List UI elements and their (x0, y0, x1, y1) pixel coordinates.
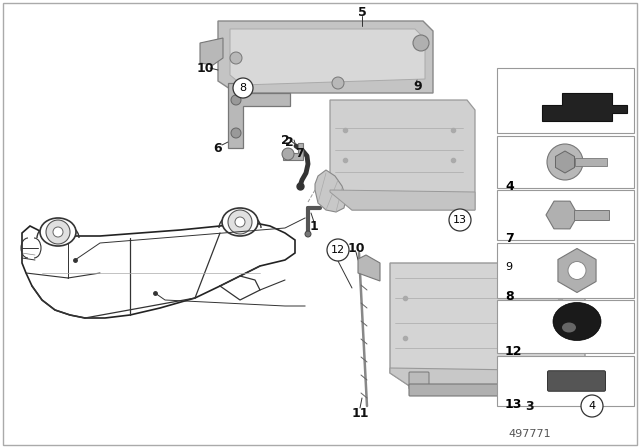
FancyBboxPatch shape (529, 372, 549, 389)
Polygon shape (315, 170, 346, 212)
FancyBboxPatch shape (3, 3, 637, 445)
Polygon shape (358, 255, 380, 281)
Circle shape (46, 220, 70, 244)
FancyBboxPatch shape (547, 371, 605, 391)
Text: 5: 5 (358, 5, 366, 18)
Text: 3: 3 (525, 400, 534, 413)
Text: 10: 10 (348, 241, 365, 254)
Text: 9: 9 (505, 262, 512, 271)
Text: 2: 2 (285, 135, 293, 148)
Polygon shape (283, 143, 303, 160)
FancyBboxPatch shape (497, 356, 634, 406)
Ellipse shape (553, 302, 601, 340)
Text: 11: 11 (351, 406, 369, 419)
Circle shape (547, 144, 583, 180)
Circle shape (235, 217, 245, 227)
Ellipse shape (222, 208, 258, 236)
FancyBboxPatch shape (497, 243, 634, 298)
Circle shape (233, 78, 253, 98)
Text: 497771: 497771 (509, 429, 551, 439)
Circle shape (230, 52, 242, 64)
Circle shape (568, 262, 586, 280)
Bar (575, 158, 607, 166)
Circle shape (282, 148, 294, 160)
Polygon shape (230, 29, 425, 85)
Polygon shape (390, 368, 585, 393)
Polygon shape (390, 263, 585, 393)
Polygon shape (22, 223, 295, 318)
FancyBboxPatch shape (497, 190, 634, 240)
Circle shape (332, 77, 344, 89)
Text: 4: 4 (588, 401, 596, 411)
Text: 8: 8 (505, 290, 514, 303)
Text: 8: 8 (239, 83, 246, 93)
Text: 13: 13 (505, 398, 522, 411)
Ellipse shape (40, 218, 76, 246)
Text: 13: 13 (453, 215, 467, 225)
Polygon shape (330, 190, 475, 210)
FancyBboxPatch shape (497, 136, 634, 188)
Circle shape (327, 239, 349, 261)
Polygon shape (228, 83, 290, 148)
Text: 12: 12 (505, 345, 522, 358)
Circle shape (231, 95, 241, 105)
Circle shape (53, 227, 63, 237)
Text: 7: 7 (505, 232, 514, 245)
Polygon shape (542, 93, 627, 121)
Circle shape (228, 210, 252, 234)
Text: 12: 12 (331, 245, 345, 255)
Text: 10: 10 (196, 61, 214, 74)
Polygon shape (218, 21, 433, 93)
Circle shape (449, 209, 471, 231)
FancyBboxPatch shape (497, 68, 634, 133)
Text: 7: 7 (296, 146, 305, 159)
FancyBboxPatch shape (409, 384, 576, 396)
FancyBboxPatch shape (409, 372, 429, 389)
Ellipse shape (562, 323, 576, 332)
Text: 1: 1 (310, 220, 318, 233)
Circle shape (413, 35, 429, 51)
Text: 6: 6 (214, 142, 222, 155)
Polygon shape (200, 38, 223, 65)
Text: 4: 4 (505, 180, 514, 193)
FancyBboxPatch shape (497, 300, 634, 353)
Text: 2: 2 (280, 134, 289, 146)
Circle shape (305, 231, 311, 237)
Circle shape (231, 128, 241, 138)
Circle shape (581, 395, 603, 417)
Bar (574, 210, 609, 220)
Text: 9: 9 (413, 79, 422, 92)
Polygon shape (330, 100, 475, 210)
